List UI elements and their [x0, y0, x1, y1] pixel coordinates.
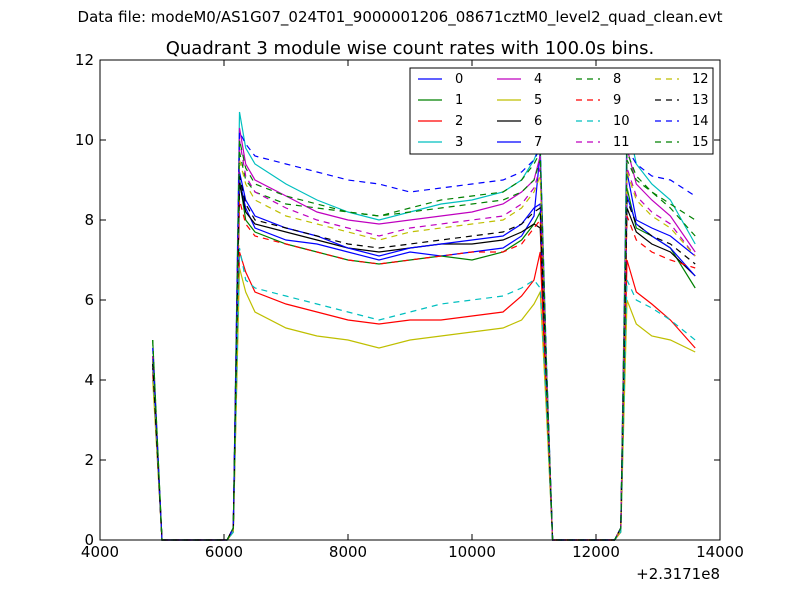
x-tick-label: 10000 [448, 543, 496, 561]
legend-label-0: 0 [455, 72, 463, 87]
y-tick-label: 10 [75, 131, 94, 149]
legend-label-10: 10 [613, 114, 630, 129]
suptitle: Data file: modeM0/AS1G07_024T01_90000012… [77, 8, 723, 26]
legend-label-9: 9 [613, 93, 621, 108]
series-line-9 [152, 199, 696, 541]
x-tick-label: 14000 [696, 543, 744, 561]
series-layer [152, 111, 696, 541]
y-tick-label: 6 [84, 291, 94, 309]
legend-label-8: 8 [613, 72, 621, 87]
legend-box [409, 67, 714, 155]
chart-title: Quadrant 3 module wise count rates with … [166, 38, 655, 59]
y-tick-label: 4 [84, 371, 94, 389]
series-line-10 [152, 247, 696, 541]
legend-label-14: 14 [692, 114, 709, 129]
legend-label-7: 7 [534, 135, 542, 150]
x-tick-label: 6000 [205, 543, 243, 561]
series-line-15 [152, 139, 696, 541]
x-offset-label: +2.3171e8 [636, 565, 720, 583]
legend-label-15: 15 [692, 135, 709, 150]
x-tick-label: 12000 [572, 543, 620, 561]
y-tick-label: 12 [75, 51, 94, 69]
x-tick-label: 8000 [329, 543, 367, 561]
legend-label-6: 6 [534, 114, 542, 129]
y-tick-label: 2 [84, 451, 94, 469]
y-tick-label: 8 [84, 211, 94, 229]
legend-label-2: 2 [455, 114, 463, 129]
legend-label-4: 4 [534, 72, 542, 87]
series-line-14 [152, 131, 696, 541]
legend-label-5: 5 [534, 93, 542, 108]
legend-label-13: 13 [692, 93, 709, 108]
legend-label-1: 1 [455, 93, 463, 108]
series-line-11 [152, 139, 696, 541]
x-tick-label: 4000 [81, 543, 119, 561]
y-tick-label: 0 [84, 531, 94, 549]
legend-label-11: 11 [613, 135, 630, 150]
legend-label-3: 3 [455, 135, 463, 150]
legend-label-12: 12 [692, 72, 709, 87]
